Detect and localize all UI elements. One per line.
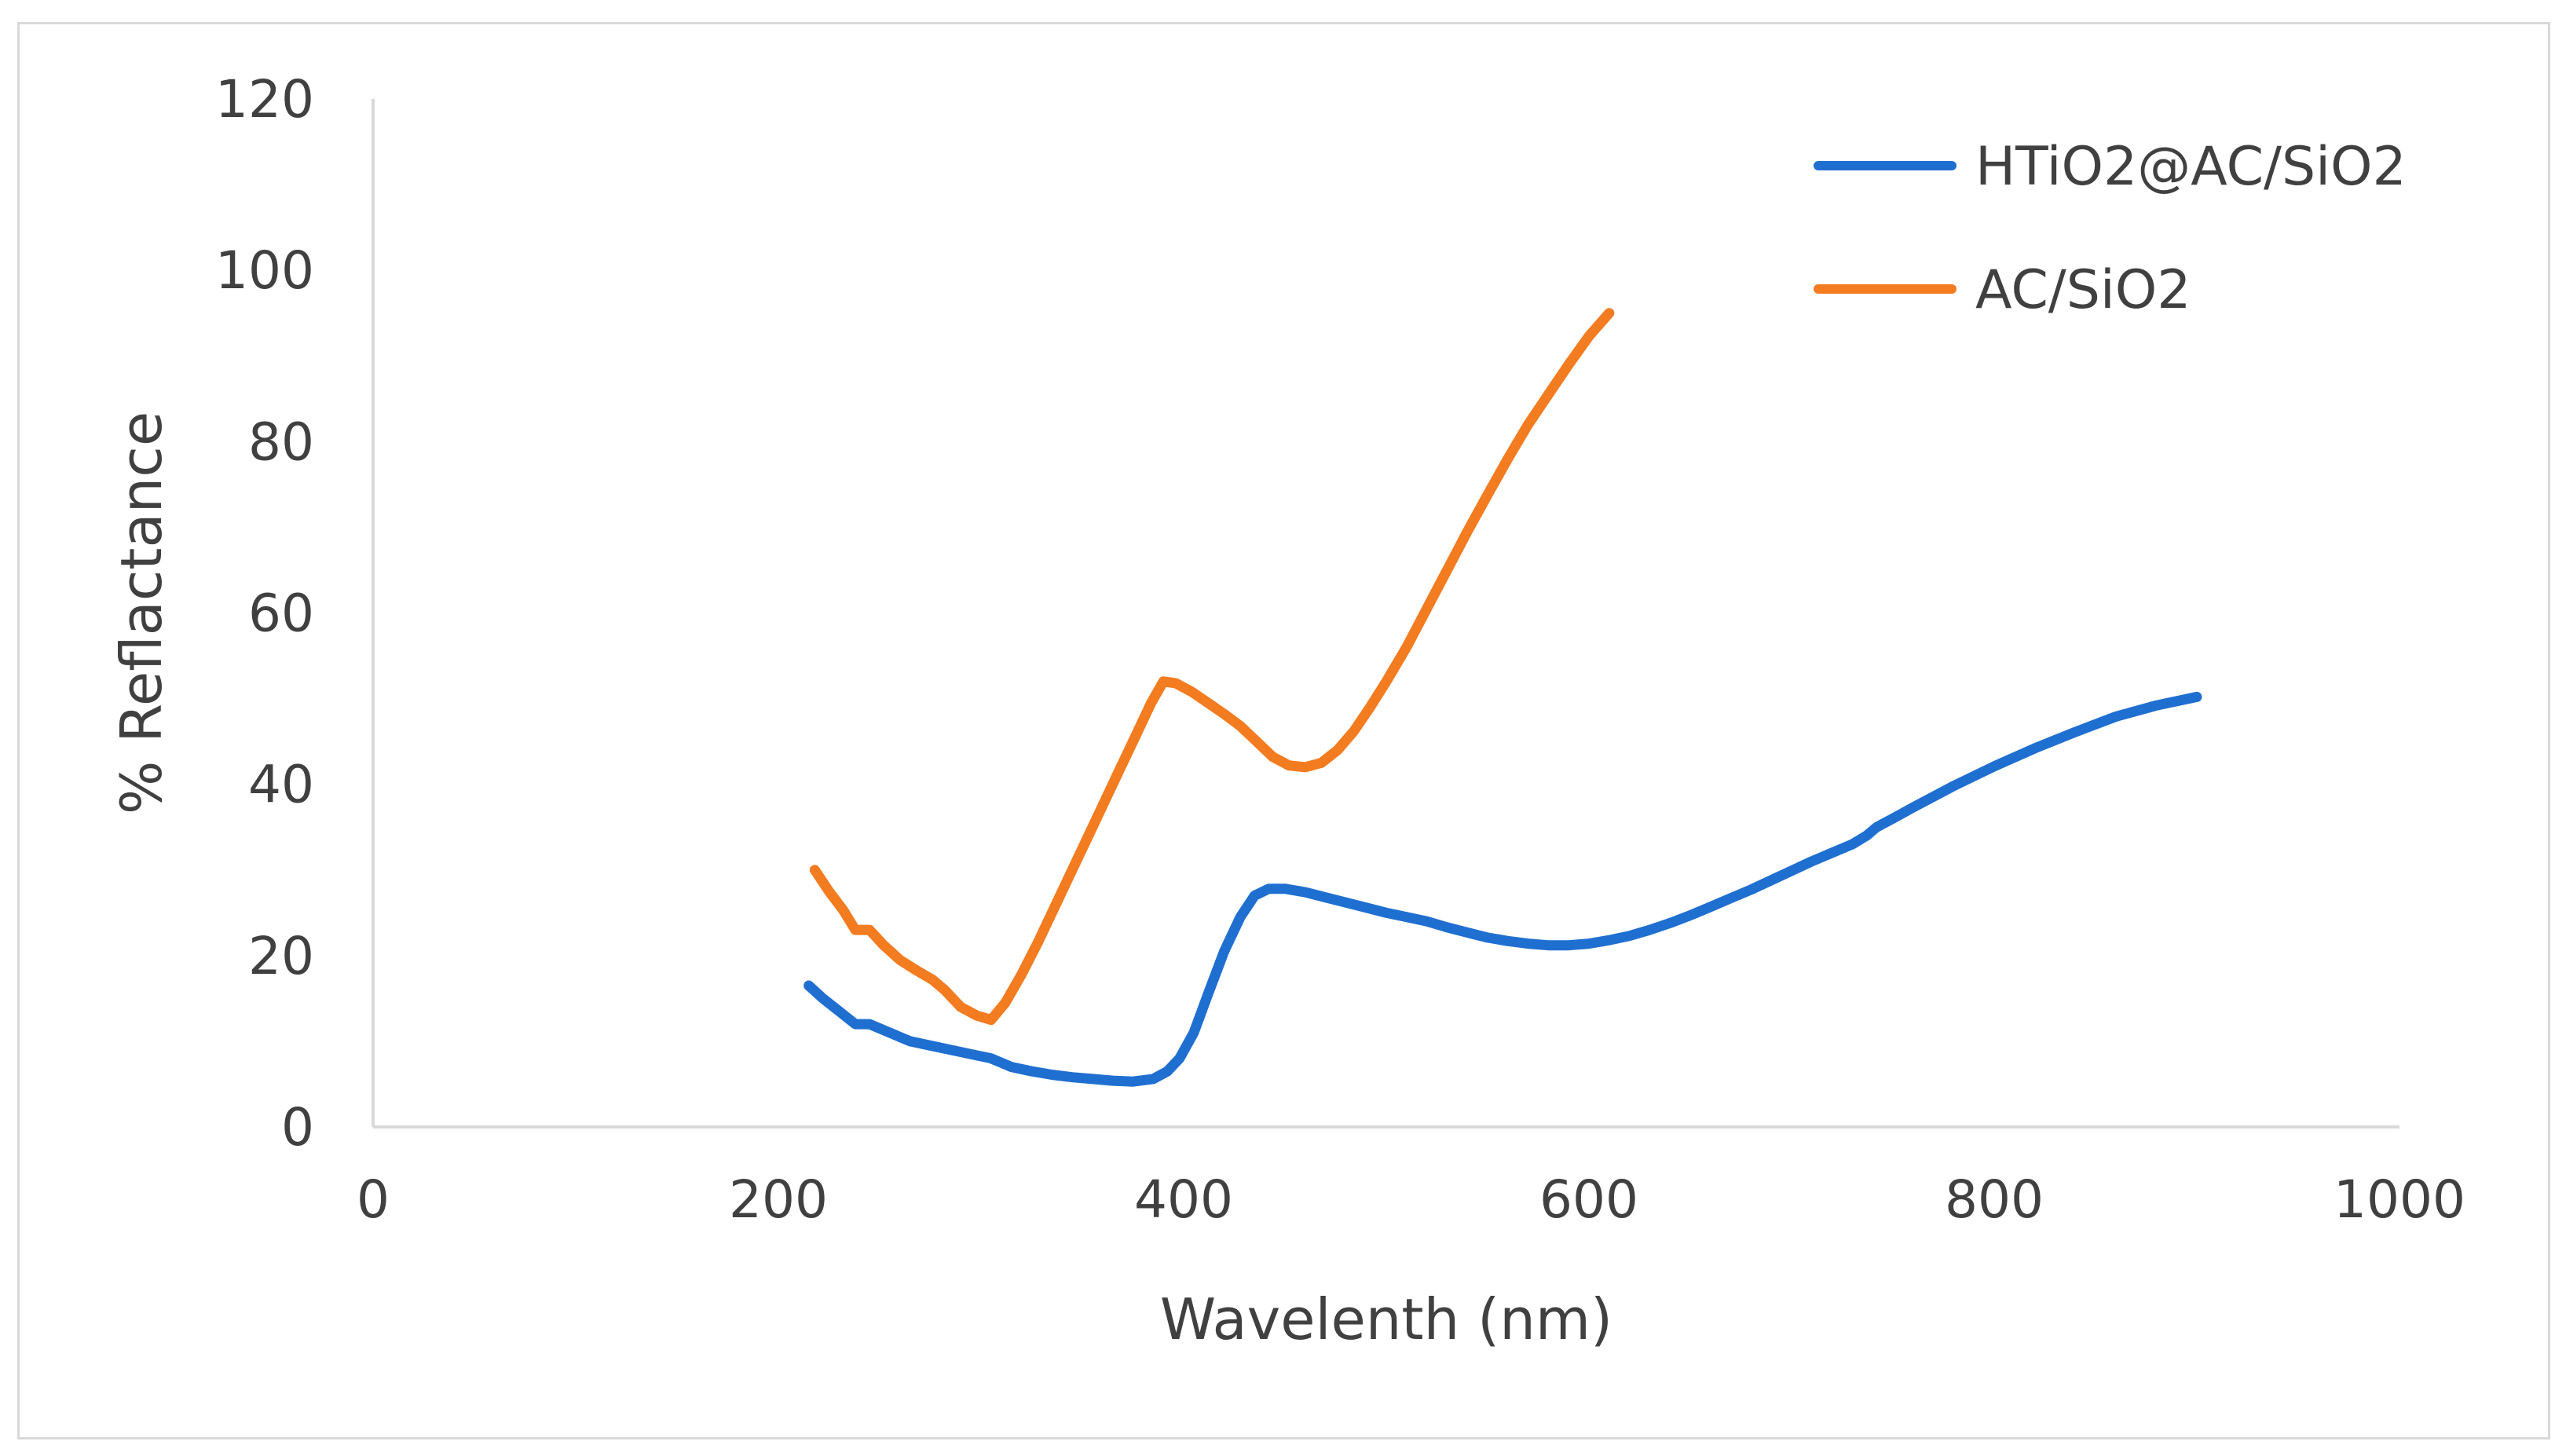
y-tick-label: 80 [248,412,314,472]
x-tick-label: 0 [357,1169,390,1230]
y-tick-label: 100 [215,240,314,301]
y-tick-label: 20 [248,926,314,986]
x-tick-label: 200 [729,1169,828,1230]
legend-label-2: AC/SiO2 [1975,259,2191,321]
legend-label-1: HTiO2@AC/SiO2 [1975,136,2407,198]
x-tick-label: 800 [1945,1169,2044,1230]
series-line-1 [803,691,2202,1087]
x-tick-label: 1000 [2334,1169,2465,1230]
x-axis-title: Wavelenth (nm) [1160,1286,1612,1352]
y-tick-label: 0 [281,1097,314,1158]
legend-layer: HTiO2@AC/SiO2 AC/SiO2 [1814,136,2407,321]
chart-svg: 0 20 40 60 80 100 120 0 200 400 600 800 1000 HTiO2@A… [108,69,2465,1352]
y-axis-title: % Reflactance [108,412,174,814]
chart-frame: 0 20 40 60 80 100 120 0 200 400 600 800 1000 HTiO2@A… [17,22,2550,1440]
y-tick-label: 120 [215,69,314,130]
y-tick-label: 60 [248,583,314,644]
x-tick-label: 400 [1134,1169,1233,1230]
axes-layer: 0 20 40 60 80 100 120 0 200 400 600 800 1000 [215,69,2465,1230]
y-tick-label: 40 [248,755,314,815]
series-line-2 [809,308,1615,1026]
x-tick-label: 600 [1539,1169,1638,1230]
series-layer [803,308,2202,1087]
